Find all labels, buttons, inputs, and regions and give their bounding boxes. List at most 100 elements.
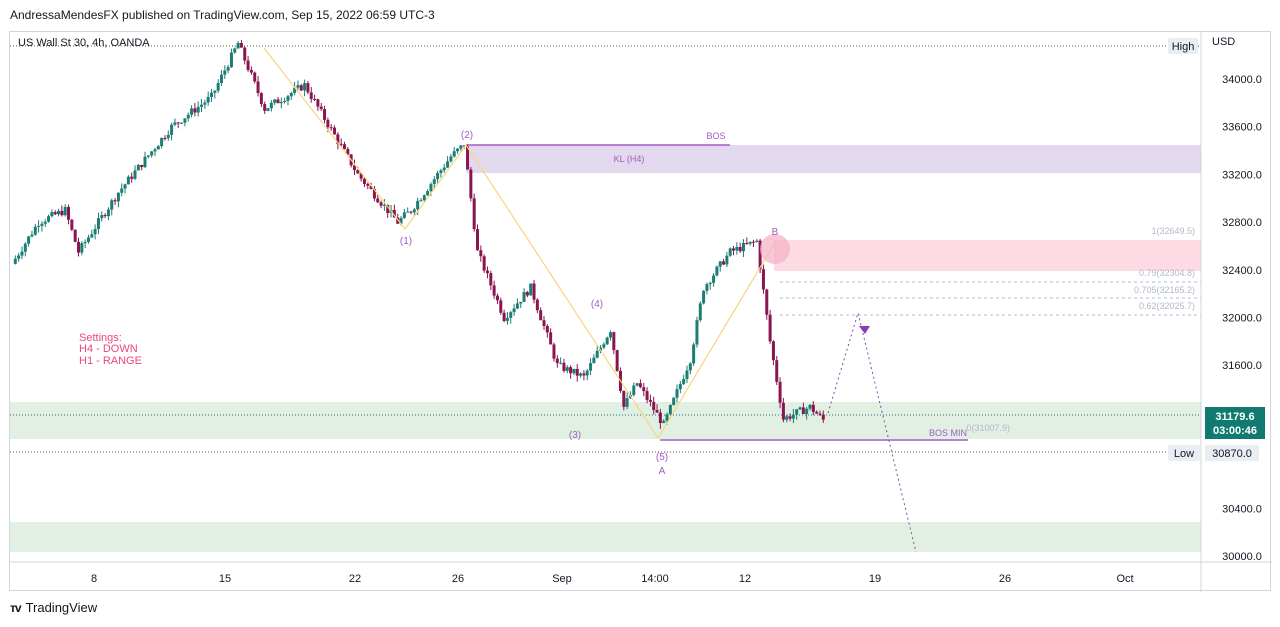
candle-up <box>805 408 809 414</box>
bos-label: BOS <box>706 131 725 141</box>
x-tick-label: 26 <box>999 573 1011 585</box>
candle-up <box>509 312 513 318</box>
candle-up <box>735 247 739 251</box>
candle-down <box>652 401 656 411</box>
candle-up <box>190 108 194 115</box>
candle-down <box>366 183 370 186</box>
candle-up <box>86 237 90 243</box>
candle-up <box>429 184 433 192</box>
candle-up <box>728 248 732 256</box>
candle-up <box>439 170 443 173</box>
candle-down <box>313 98 317 100</box>
candle-up <box>116 192 120 202</box>
chart-frame[interactable]: 1(32649.5) 0.79(32304.8) 0.705(32165.2) … <box>9 31 1272 592</box>
candle-up <box>419 200 423 202</box>
candle-down <box>73 229 77 242</box>
candle-down <box>249 70 253 73</box>
candle-up <box>585 370 589 376</box>
footer-brand[interactable]: ᴛᴠ TradingView <box>10 600 97 615</box>
last-price: 31179.6 <box>1215 411 1254 423</box>
candle-down <box>821 414 825 420</box>
candle-up <box>126 176 130 185</box>
candle-up <box>123 184 127 189</box>
candle-down <box>562 362 566 371</box>
publish-header: AndressaMendesFX published on TradingVie… <box>10 8 435 22</box>
candle-up <box>33 226 37 235</box>
x-tick-label: 22 <box>349 573 361 585</box>
candle-down <box>362 178 366 184</box>
candle-up <box>748 241 752 244</box>
candle-up <box>283 100 287 102</box>
candle-down <box>549 332 553 345</box>
candle-up <box>798 407 802 410</box>
wave-label-5: (5) <box>656 452 668 463</box>
projection-arrow <box>859 326 870 334</box>
candle-up <box>795 409 799 415</box>
candle-up <box>515 303 519 309</box>
candle-down <box>352 165 356 171</box>
candle-up <box>718 261 722 267</box>
x-tick-label: 12 <box>739 573 751 585</box>
settings-h4: H4 - DOWN <box>79 343 138 355</box>
price-axis[interactable]: 34000.0 33600.0 33200.0 32800.0 32400.0 32000… <box>1222 74 1262 563</box>
fib-label-1: 1(32649.5) <box>1151 226 1195 236</box>
candle-up <box>200 104 204 107</box>
candle-up <box>90 234 94 238</box>
y-tick-label: 30400.0 <box>1222 503 1262 515</box>
candle-up <box>592 357 596 364</box>
candle-down <box>316 99 320 107</box>
candle-down <box>276 99 280 104</box>
y-tick-label: 33600.0 <box>1222 122 1262 134</box>
x-tick-label: Sep <box>552 573 572 585</box>
candle-up <box>219 74 223 84</box>
candle-up <box>286 96 290 101</box>
candle-down <box>243 47 247 61</box>
candle-up <box>160 137 164 147</box>
candle-up <box>186 114 190 119</box>
candle-down <box>140 164 144 168</box>
candle-down <box>768 314 772 342</box>
candle-down <box>658 412 662 423</box>
candle-up <box>173 122 177 125</box>
candle-down <box>256 81 260 94</box>
candle-down <box>193 108 197 113</box>
candle-up <box>43 221 47 224</box>
candle-down <box>801 407 805 414</box>
candle-down <box>778 381 782 403</box>
candle-down <box>542 320 546 326</box>
candle-down <box>130 176 134 179</box>
candle-up <box>416 200 420 210</box>
candle-up <box>269 102 273 109</box>
candle-down <box>392 210 396 218</box>
candle-up <box>725 255 729 265</box>
candle-up <box>96 218 100 229</box>
high-label: High <box>1172 41 1195 53</box>
fib-label-0705: 0.705(32165.2) <box>1134 285 1195 295</box>
time-axis[interactable]: 8 15 22 26 Sep 14:00 12 19 26 Oct <box>91 573 1134 585</box>
candle-down <box>329 127 333 129</box>
candle-down <box>336 134 340 144</box>
candle-down <box>738 247 742 252</box>
candle-up <box>180 122 184 124</box>
candle-down <box>369 185 373 189</box>
candle-up <box>406 211 410 213</box>
candle-up <box>216 83 220 91</box>
candle-up <box>412 209 416 213</box>
candle-down <box>343 144 346 150</box>
candle-up <box>675 389 679 398</box>
candle-down <box>103 215 107 217</box>
settings-title: Settings: <box>79 332 122 344</box>
candlestick-chart[interactable]: 1(32649.5) 0.79(32304.8) 0.705(32165.2) … <box>10 32 1272 592</box>
candle-down <box>492 285 496 296</box>
candle-up <box>170 124 174 135</box>
candle-up <box>156 146 160 150</box>
candle-up <box>446 161 450 168</box>
candle-up <box>136 164 140 171</box>
candle-up <box>183 118 187 123</box>
low-label: Low <box>1174 448 1194 460</box>
candle-up <box>47 216 51 222</box>
candle-up <box>233 48 237 53</box>
candle-down <box>555 358 559 364</box>
candle-up <box>672 397 676 405</box>
x-tick-label: 8 <box>91 573 97 585</box>
